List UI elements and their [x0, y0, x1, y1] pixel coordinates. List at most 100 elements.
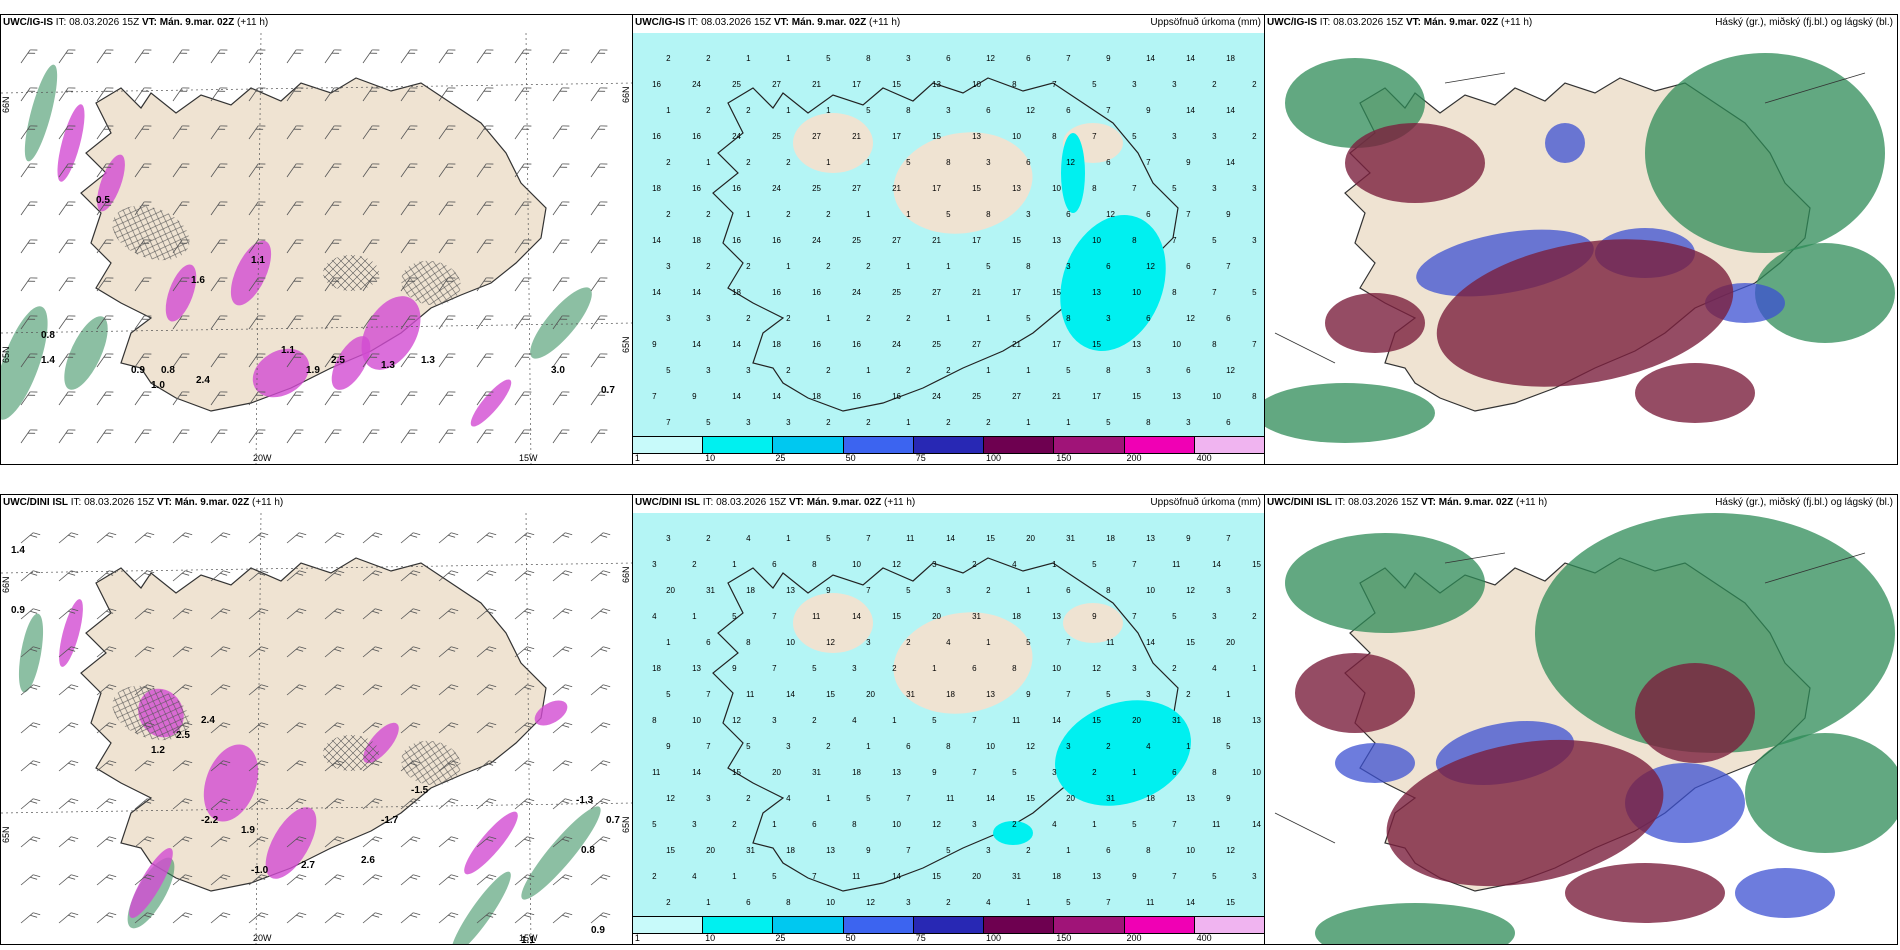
- precip-value: 10: [1212, 392, 1221, 401]
- precip-value: 3: [946, 586, 951, 595]
- cloud-map[interactable]: [1265, 33, 1897, 464]
- wind-barb: [58, 874, 79, 886]
- precip-value: 31: [1172, 716, 1181, 725]
- wind-barb: [362, 684, 383, 696]
- value-label: 2.6: [361, 855, 375, 866]
- precip-value: 27: [812, 132, 821, 141]
- wind-barb: [362, 646, 383, 658]
- wind-barb: [590, 646, 611, 658]
- precip-value: 6: [1106, 262, 1111, 271]
- wind-barb: [96, 125, 114, 140]
- wind-barb: [362, 760, 383, 772]
- precip-value: 3: [786, 418, 791, 427]
- value-label: -2.2: [201, 815, 219, 826]
- precip-value: 11: [906, 534, 915, 543]
- precip-value: 6: [1186, 366, 1191, 375]
- precip-value: 12: [1146, 262, 1155, 271]
- value-label: 1.2: [151, 745, 165, 756]
- precip-value: 1: [1026, 586, 1031, 595]
- precip-value: 10: [1052, 664, 1061, 673]
- wind-barb: [172, 315, 190, 330]
- wind-barb: [552, 912, 573, 924]
- precip-map[interactable]: 2211583612679141418161624252721171513108…: [633, 33, 1265, 436]
- precip-value: 8: [1212, 768, 1217, 777]
- colorbar-swatch: [913, 917, 985, 933]
- wind-barb: [552, 163, 570, 178]
- precip-blob: [230, 240, 272, 306]
- precip-value: 4: [852, 716, 857, 725]
- precip-value: 5: [906, 158, 911, 167]
- wind-barb: [96, 391, 114, 406]
- wind-barb: [286, 874, 307, 886]
- wind-barb: [552, 353, 570, 368]
- wind-barb: [476, 353, 494, 368]
- wind-barb: [286, 163, 304, 178]
- precip-value: 4: [986, 898, 991, 907]
- precip-value: 3: [746, 366, 751, 375]
- precip-value: 3: [1052, 768, 1057, 777]
- precip-value: 3: [986, 158, 991, 167]
- wind-barb: [324, 239, 342, 254]
- wind-barb: [438, 798, 459, 810]
- value-label: 1.1: [521, 935, 535, 944]
- wind-barb: [58, 391, 76, 406]
- wind-barb: [286, 646, 307, 658]
- wind-barb: [324, 315, 342, 330]
- precip-value: 17: [1052, 340, 1061, 349]
- cloud-map[interactable]: [1265, 513, 1897, 944]
- precip-value: 12: [866, 898, 875, 907]
- value-label: 2.4: [196, 375, 210, 386]
- precip-value: 3: [706, 314, 711, 323]
- wind-barb: [172, 912, 193, 924]
- precip-value: 2: [746, 158, 751, 167]
- precip-value: 24: [732, 132, 741, 141]
- precip-value: 31: [1066, 534, 1075, 543]
- precip-value: 2: [706, 534, 711, 543]
- precip-value: 12: [1226, 846, 1235, 855]
- wind-barb: [362, 391, 380, 406]
- wind-barb: [286, 353, 304, 368]
- precip-value: 31: [906, 690, 915, 699]
- wind-barb: [20, 836, 41, 848]
- precip-value: 7: [666, 418, 671, 427]
- precip-value: 18: [1146, 794, 1155, 803]
- precip-value: 16: [692, 184, 701, 193]
- precip-value: 6: [812, 820, 817, 829]
- wind-barb: [362, 163, 380, 178]
- wind-barb: [400, 353, 418, 368]
- precip-blob: [129, 848, 173, 918]
- value-label: 1.9: [306, 365, 320, 376]
- precip-value: 9: [652, 340, 657, 349]
- precip-value: 12: [932, 820, 941, 829]
- precip-value: 2: [866, 262, 871, 271]
- precip-map[interactable]: 3241571114152031181397532168101232415711…: [633, 513, 1265, 916]
- precip-value: 8: [852, 820, 857, 829]
- wind-barb: [96, 912, 117, 924]
- low-cloud: [1545, 123, 1585, 163]
- precip-value: 15: [1026, 794, 1035, 803]
- dry-area: [793, 113, 873, 173]
- precip-value: 3: [1252, 236, 1257, 245]
- wind-map[interactable]: 66N 65N 66N 65N 20W 15W 0.8 0.5 2.4 1.1 1.6 0.9 1.3 0…: [1, 33, 633, 464]
- wind-map[interactable]: 66N 65N 66N 65N 20W 15W 1.4 0.9 2.4 2.5 1.2 1.9 2.7 2…: [1, 513, 633, 944]
- precip-value: 5: [1172, 184, 1177, 193]
- wind-barb: [400, 277, 418, 292]
- precip-value: 1: [666, 638, 671, 647]
- wind-barb: [438, 874, 459, 886]
- precip-value: 5: [772, 872, 777, 881]
- precip-value: 16: [732, 236, 741, 245]
- precip-value: 7: [1066, 638, 1071, 647]
- wind-barb: [438, 163, 456, 178]
- wind-barb: [134, 429, 152, 444]
- precip-value: 1: [772, 820, 777, 829]
- precip-value: 14: [1226, 106, 1235, 115]
- precip-value: 5: [1026, 638, 1031, 647]
- precip-value: 2: [786, 210, 791, 219]
- wind-barb: [514, 277, 532, 292]
- wind-barb: [438, 315, 456, 330]
- wind-barb: [20, 429, 38, 444]
- panel-dini-wind: UWC/DINI ISL IT: 08.03.2026 15Z VT: Mán.…: [0, 494, 634, 945]
- precip-value: 1: [1026, 366, 1031, 375]
- precip-value: 6: [946, 54, 951, 63]
- value-label: 0.8: [161, 365, 175, 376]
